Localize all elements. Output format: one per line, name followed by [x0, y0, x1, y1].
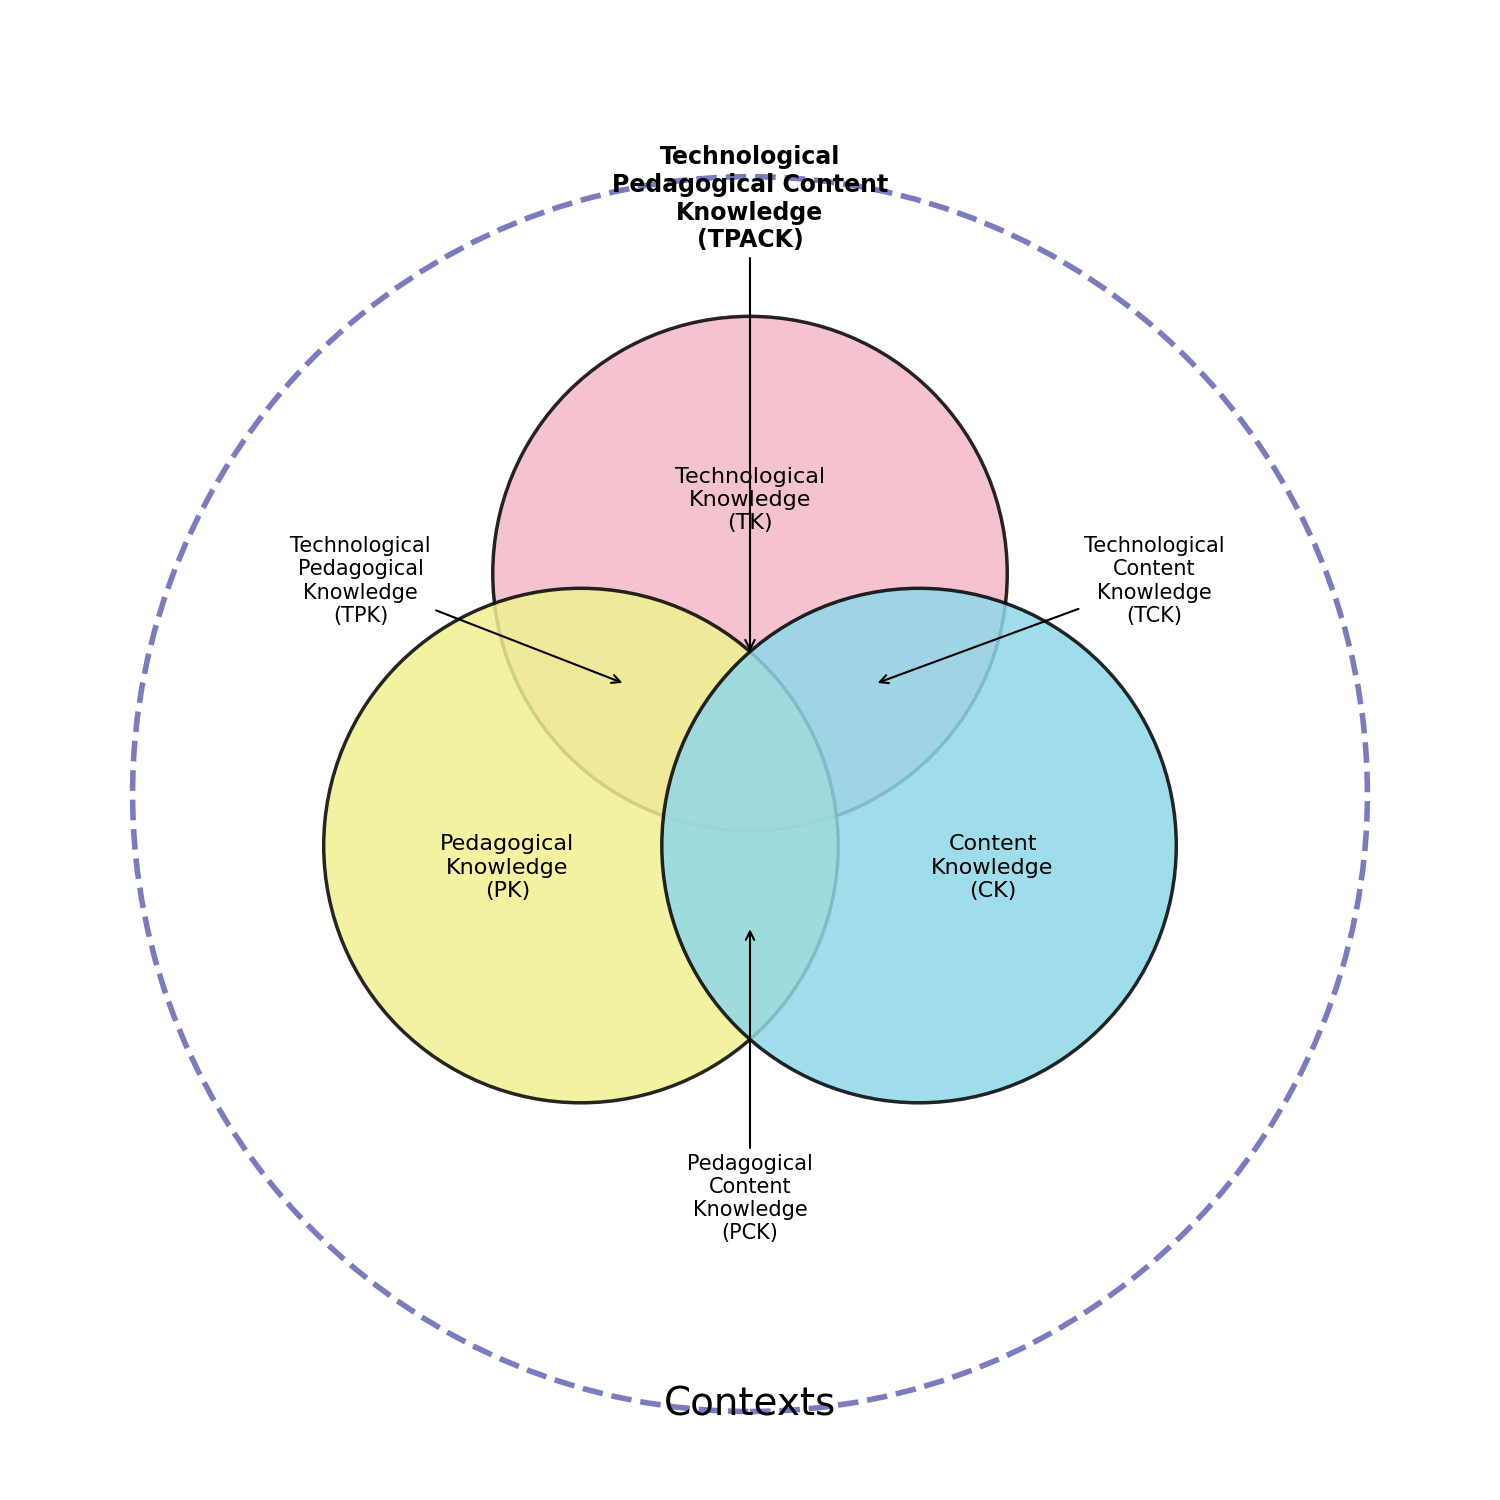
Circle shape [324, 588, 839, 1102]
Text: Technological
Pedagogical
Knowledge
(TPK): Technological Pedagogical Knowledge (TPK… [290, 536, 621, 682]
Text: Technological
Pedagogical Content
Knowledge
(TPACK): Technological Pedagogical Content Knowle… [612, 146, 888, 650]
Text: Contexts: Contexts [664, 1384, 836, 1423]
Text: Pedagogical
Knowledge
(PK): Pedagogical Knowledge (PK) [441, 834, 574, 902]
Text: Technological
Content
Knowledge
(TCK): Technological Content Knowledge (TCK) [879, 536, 1224, 682]
Text: Content
Knowledge
(CK): Content Knowledge (CK) [932, 834, 1053, 902]
Text: Pedagogical
Content
Knowledge
(PCK): Pedagogical Content Knowledge (PCK) [687, 932, 813, 1244]
Circle shape [492, 316, 1008, 831]
Circle shape [662, 588, 1176, 1102]
Text: Technological
Knowledge
(TK): Technological Knowledge (TK) [675, 466, 825, 534]
